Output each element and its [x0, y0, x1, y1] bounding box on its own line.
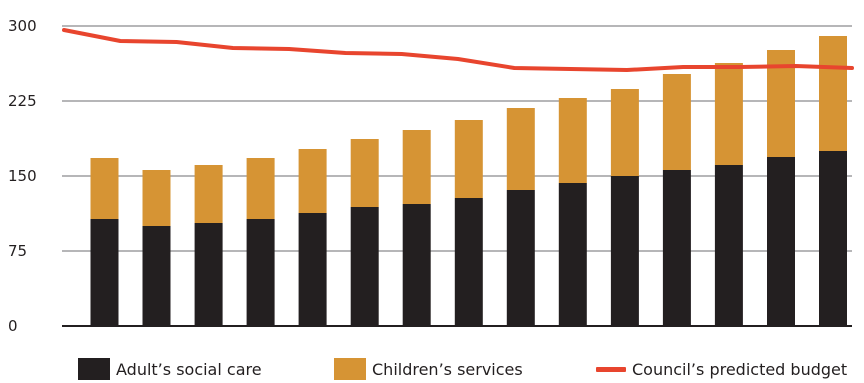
bar-adult-social-care — [90, 219, 119, 326]
bar-adult-social-care — [454, 198, 483, 326]
legend-label-budget: Council’s predicted budget — [632, 359, 848, 379]
bar-childrens-services — [819, 36, 847, 151]
legend-label-children: Children’s services — [372, 359, 523, 379]
bars — [90, 36, 847, 326]
bar-adult-social-care — [819, 151, 847, 326]
legend-swatch-adult — [78, 358, 110, 380]
bar-adult-social-care — [246, 219, 275, 326]
bar-childrens-services — [662, 74, 691, 170]
bar-adult-social-care — [402, 204, 431, 326]
budget-line — [62, 28, 854, 72]
bar-childrens-services — [454, 120, 483, 198]
bar-childrens-services — [558, 98, 587, 183]
bar-adult-social-care — [298, 213, 327, 326]
legend-council-budget: Council’s predicted budget — [596, 358, 847, 380]
bar-adult-social-care — [506, 190, 535, 326]
budget-line-path — [62, 28, 854, 72]
chart: 0 75 150 225 300 — [8, 17, 854, 335]
legend-childrens-services: Children’s services — [334, 358, 523, 380]
bar-childrens-services — [610, 89, 639, 176]
bar-adult-social-care — [662, 170, 691, 326]
bar-childrens-services — [298, 149, 327, 213]
y-axis: 0 75 150 225 300 — [8, 17, 37, 335]
y-tick-label: 0 — [8, 317, 18, 335]
bar-adult-social-care — [610, 176, 639, 326]
bar-adult-social-care — [767, 157, 795, 326]
legend-swatch-budget — [596, 366, 626, 372]
bar-childrens-services — [194, 165, 223, 223]
bar-adult-social-care — [714, 165, 743, 326]
bar-childrens-services — [142, 170, 171, 226]
bar-adult-social-care — [194, 223, 223, 326]
bar-childrens-services — [506, 108, 535, 190]
y-tick-label: 225 — [8, 92, 37, 110]
y-tick-label: 300 — [8, 17, 37, 35]
bar-childrens-services — [350, 139, 379, 207]
y-tick-label: 150 — [8, 167, 37, 185]
y-tick-label: 75 — [8, 242, 27, 260]
bar-childrens-services — [402, 130, 431, 204]
legend-label-adult: Adult’s social care — [116, 359, 262, 379]
legend-swatch-children — [334, 358, 366, 380]
bar-adult-social-care — [142, 226, 171, 326]
legend-adult-social-care: Adult’s social care — [78, 358, 262, 380]
bar-childrens-services — [714, 63, 743, 165]
bar-childrens-services — [246, 158, 275, 219]
bar-childrens-services — [90, 158, 119, 219]
bar-adult-social-care — [558, 183, 587, 326]
bar-adult-social-care — [350, 207, 379, 326]
